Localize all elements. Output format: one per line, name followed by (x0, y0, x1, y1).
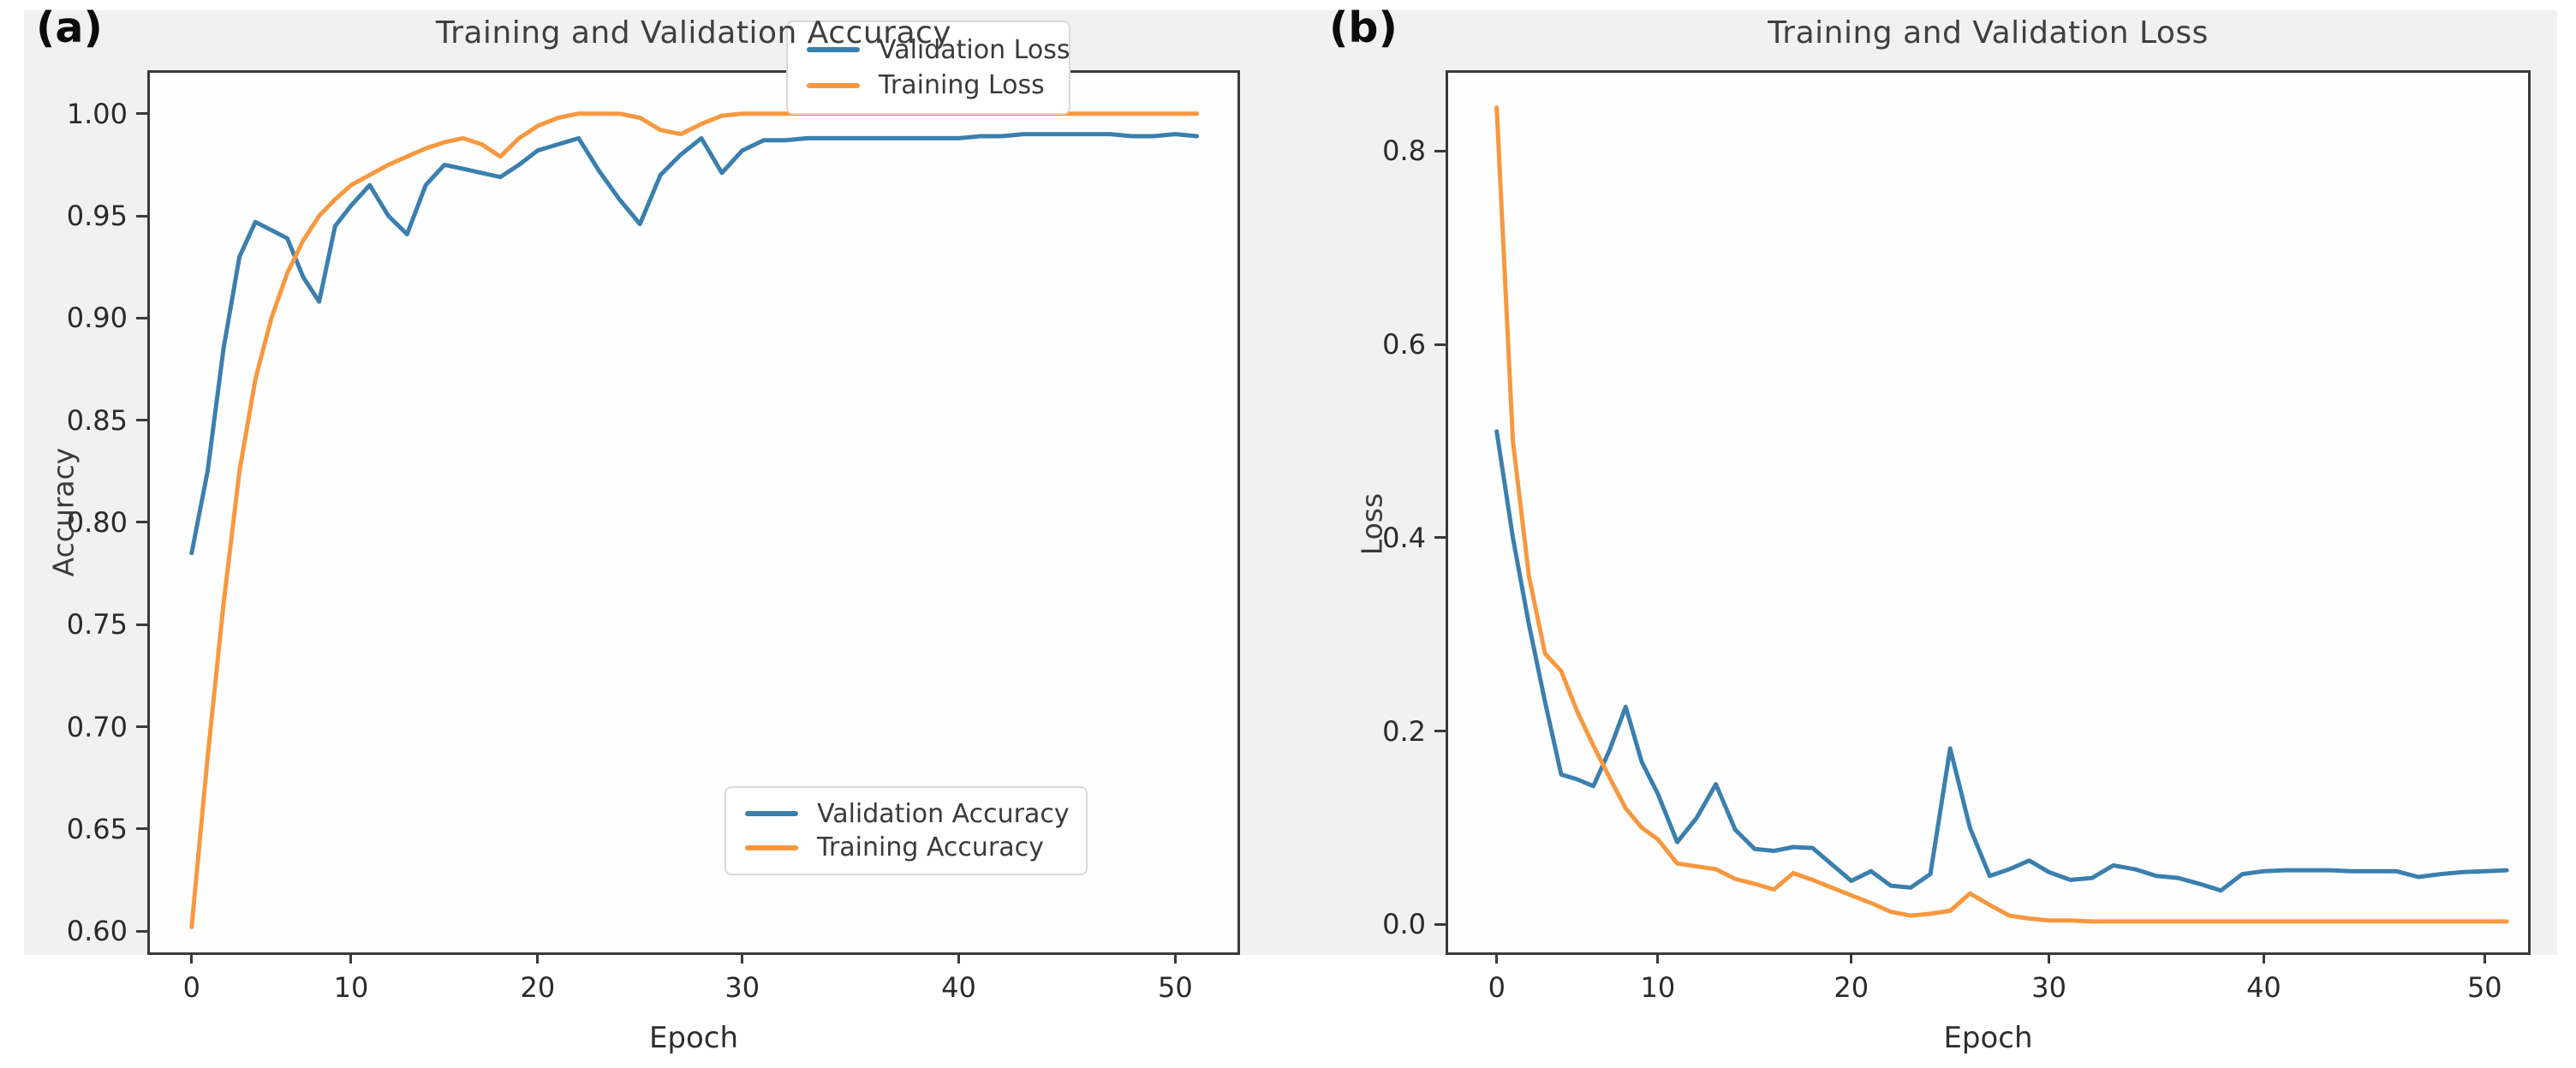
y-tick-mark (1434, 149, 1446, 152)
y-tick-mark (136, 112, 147, 116)
x-tick-mark (190, 952, 194, 964)
loss-x-axis-label: Epoch (1943, 1021, 2033, 1055)
y-tick-label: 0.2 (1382, 714, 1426, 748)
x-tick-mark (741, 952, 744, 964)
x-tick-label: 40 (2246, 971, 2281, 1004)
y-tick-mark (136, 725, 147, 729)
x-tick-mark (2262, 952, 2265, 964)
series-line-0 (1494, 429, 2509, 893)
y-tick-label: 0.8 (1382, 134, 1426, 168)
panel-b-tag: (b) (1329, 3, 1398, 52)
loss-legend: Validation Loss Training Loss (786, 21, 1070, 115)
y-tick-mark (136, 316, 147, 319)
y-tick-label: 0.70 (66, 710, 128, 743)
training-accuracy-line-swatch (745, 844, 798, 850)
x-tick-mark (2048, 952, 2051, 964)
y-tick-mark (136, 827, 147, 831)
y-tick-label: 0.6 (1382, 328, 1426, 361)
y-tick-label: 0.0 (1382, 908, 1426, 941)
accuracy-chart-title: Training and Validation Accuracy (435, 15, 952, 51)
accuracy-y-axis-label: Accuracy (46, 447, 80, 577)
y-tick-label: 0.90 (66, 301, 128, 335)
y-tick-label: 0.60 (66, 915, 128, 948)
x-tick-mark (1656, 952, 1660, 964)
x-tick-mark (1173, 952, 1177, 964)
x-tick-label: 30 (724, 971, 760, 1004)
panel-a-tag: (a) (36, 3, 103, 52)
x-tick-label: 50 (2466, 971, 2502, 1004)
series-line-0 (189, 132, 1200, 556)
x-tick-label: 20 (1834, 971, 1869, 1004)
x-tick-mark (536, 952, 540, 964)
accuracy-legend: Validation Accuracy Training Accuracy (724, 786, 1088, 875)
legend-item-training-accuracy: Training Accuracy (745, 832, 1067, 862)
validation-accuracy-line-swatch (745, 811, 798, 817)
loss-chart-title: Training and Validation Loss (1768, 15, 2209, 51)
chart-canvas (1494, 105, 2509, 924)
series-line-1 (1494, 105, 2509, 924)
x-tick-mark (2483, 952, 2486, 964)
y-tick-mark (1434, 922, 1446, 926)
x-tick-label: 40 (941, 971, 976, 1004)
y-tick-label: 0.4 (1382, 521, 1426, 554)
y-tick-label: 0.95 (66, 200, 128, 233)
x-tick-label: 20 (520, 971, 556, 1004)
y-tick-mark (136, 521, 147, 524)
legend-label: Validation Accuracy (817, 798, 1070, 829)
legend-label: Training Accuracy (817, 832, 1044, 863)
y-tick-mark (136, 419, 147, 422)
y-tick-label: 1.00 (66, 97, 128, 130)
legend-label: Validation Loss (879, 34, 1070, 65)
x-tick-mark (1495, 952, 1499, 964)
y-tick-label: 0.75 (66, 608, 128, 641)
accuracy-x-axis-label: Epoch (648, 1021, 739, 1055)
validation-loss-line-swatch (807, 47, 860, 53)
y-tick-mark (136, 929, 147, 933)
y-tick-label: 0.85 (66, 403, 128, 437)
y-tick-label: 0.80 (66, 505, 128, 539)
loss-y-axis-label: Loss (1355, 492, 1389, 556)
legend-item-training-loss: Training Loss (807, 70, 1050, 100)
x-tick-label: 0 (182, 971, 200, 1004)
y-tick-mark (1434, 536, 1446, 540)
x-tick-label: 10 (333, 971, 369, 1004)
legend-label: Training Loss (879, 70, 1045, 101)
x-tick-label: 30 (2031, 971, 2066, 1004)
y-tick-mark (136, 214, 147, 218)
legend-item-validation-loss: Validation Loss (807, 35, 1070, 65)
x-tick-mark (957, 952, 960, 964)
x-tick-label: 50 (1157, 971, 1193, 1004)
y-tick-label: 0.65 (66, 812, 128, 845)
y-tick-mark (136, 623, 147, 626)
x-tick-mark (349, 952, 353, 964)
training-loss-line-swatch (807, 82, 860, 88)
loss-plot-area: 0 10 20 30 40 50 0.8 0.6 0.4 0.2 0.0 (1382, 70, 2531, 1004)
y-tick-mark (1434, 730, 1446, 733)
y-tick-mark (1434, 343, 1446, 346)
x-tick-label: 10 (1640, 971, 1676, 1004)
x-tick-mark (1850, 952, 1853, 964)
x-tick-label: 0 (1488, 971, 1506, 1004)
legend-item-validation-accuracy: Validation Accuracy (745, 798, 1070, 829)
